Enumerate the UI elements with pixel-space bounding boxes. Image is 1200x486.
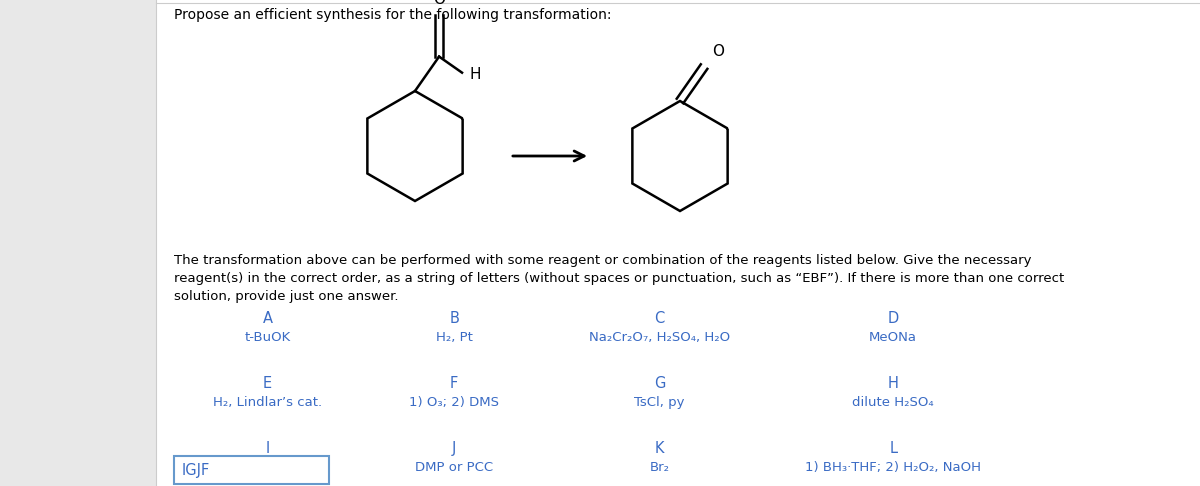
Text: DMP or PCC: DMP or PCC: [415, 461, 493, 474]
Text: K: K: [655, 441, 665, 456]
Text: H: H: [888, 376, 899, 391]
Text: t-BuOK: t-BuOK: [245, 331, 290, 344]
Text: H: H: [469, 68, 481, 83]
Text: H₂, Lindlar’s cat.: H₂, Lindlar’s cat.: [212, 396, 322, 409]
Text: B: B: [449, 311, 460, 326]
Text: O: O: [712, 44, 724, 59]
Bar: [0, 0, 156, 486]
Text: J: J: [452, 441, 456, 456]
Text: E: E: [263, 376, 272, 391]
Text: 1) LiAlH₄; 2) H₃O⁺: 1) LiAlH₄; 2) H₃O⁺: [210, 461, 325, 474]
Text: Na₂Cr₂O₇, H₂SO₄, H₂O: Na₂Cr₂O₇, H₂SO₄, H₂O: [589, 331, 731, 344]
Text: G: G: [654, 376, 665, 391]
Text: 1) BH₃·THF; 2) H₂O₂, NaOH: 1) BH₃·THF; 2) H₂O₂, NaOH: [805, 461, 982, 474]
Text: Propose an efficient synthesis for the following transformation:: Propose an efficient synthesis for the f…: [174, 8, 612, 22]
Text: L: L: [889, 441, 898, 456]
Text: The transformation above can be performed with some reagent or combination of th: The transformation above can be performe…: [174, 254, 1032, 267]
Text: dilute H₂SO₄: dilute H₂SO₄: [852, 396, 934, 409]
Text: O: O: [433, 0, 445, 7]
Text: TsCl, py: TsCl, py: [635, 396, 685, 409]
Text: Br₂: Br₂: [649, 461, 670, 474]
Text: IGJF: IGJF: [182, 463, 210, 478]
Text: A: A: [263, 311, 272, 326]
Text: H₂, Pt: H₂, Pt: [436, 331, 473, 344]
FancyBboxPatch shape: [174, 456, 329, 484]
Text: I: I: [265, 441, 270, 456]
Text: reagent(s) in the correct order, as a string of letters (without spaces or punct: reagent(s) in the correct order, as a st…: [174, 272, 1064, 285]
Text: F: F: [450, 376, 458, 391]
Text: C: C: [654, 311, 665, 326]
Text: MeONa: MeONa: [869, 331, 917, 344]
Text: solution, provide just one answer.: solution, provide just one answer.: [174, 290, 398, 303]
Text: D: D: [888, 311, 899, 326]
Text: 1) O₃; 2) DMS: 1) O₃; 2) DMS: [409, 396, 499, 409]
